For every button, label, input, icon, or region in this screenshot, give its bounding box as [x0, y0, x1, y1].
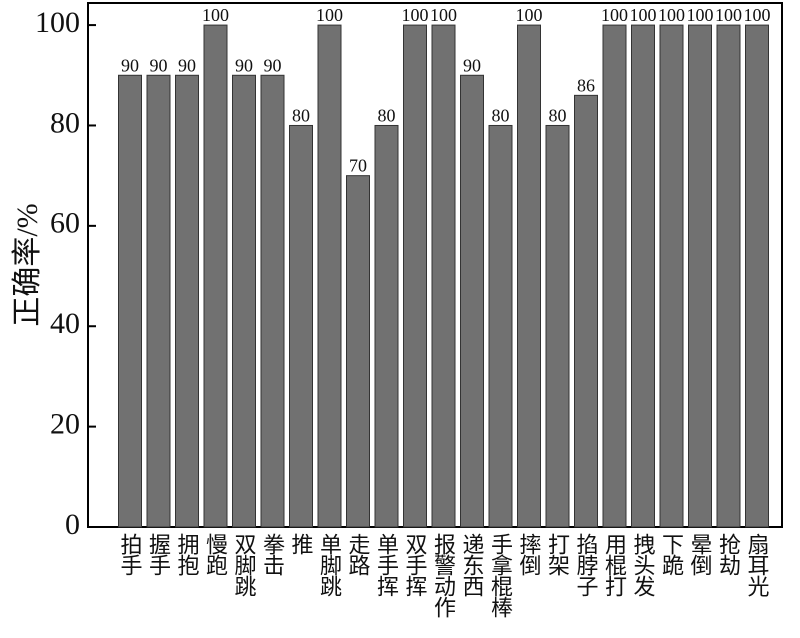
bar: [431, 24, 456, 528]
bar: [716, 24, 741, 528]
x-tick-label: 双脚跳: [232, 533, 257, 597]
value-label: 86: [577, 75, 595, 95]
x-tick-label: 手拿棍棒: [488, 533, 513, 618]
y-tick-label: 60: [50, 207, 80, 240]
value-label: 90: [264, 55, 282, 75]
bar: [659, 24, 684, 528]
x-tick-label: 晕倒: [688, 533, 713, 576]
bar: [146, 74, 171, 528]
value-label: 100: [601, 5, 628, 25]
y-axis-label: 正确率/%: [11, 203, 44, 326]
y-tick-label: 40: [50, 307, 80, 340]
x-tick-label: 用棍打: [602, 533, 627, 597]
x-tick-label: 单手挥: [374, 533, 399, 597]
value-label: 100: [715, 5, 742, 25]
value-label: 90: [121, 55, 139, 75]
x-tick-label: 走路: [346, 533, 371, 576]
value-label: 100: [402, 5, 429, 25]
y-tick-label: 100: [35, 6, 80, 39]
x-tick-label: 双手挥: [403, 533, 428, 597]
bar: [289, 124, 313, 528]
bar: [631, 24, 655, 528]
value-label: 90: [463, 55, 481, 75]
x-tick-label: 抢劫: [716, 533, 741, 576]
value-label: 70: [349, 156, 367, 176]
value-label: 90: [150, 55, 168, 75]
y-tick-label: 0: [65, 508, 80, 541]
value-label: 90: [178, 55, 196, 75]
bar: [403, 24, 427, 528]
y-tick-label: 80: [50, 106, 80, 139]
bar: [232, 74, 256, 528]
bar: [517, 24, 541, 528]
value-label: 100: [316, 5, 343, 25]
bar: [460, 74, 484, 528]
bar: [118, 74, 142, 528]
value-label: 80: [292, 105, 310, 125]
value-label: 100: [516, 5, 543, 25]
bar: [203, 24, 228, 528]
bar: [260, 74, 285, 528]
x-tick-label: 拽头发: [631, 533, 656, 597]
value-label: 100: [744, 5, 771, 25]
x-tick-label: 单脚跳: [317, 533, 342, 597]
value-label: 100: [687, 5, 714, 25]
x-tick-label: 握手: [146, 533, 171, 576]
value-label: 90: [235, 55, 253, 75]
bar: [574, 94, 598, 528]
x-tick-label: 拍手: [118, 533, 143, 576]
x-tick-label: 打架: [545, 533, 570, 576]
x-tick-label: 掐脖子: [574, 533, 599, 597]
bar: [374, 124, 399, 528]
y-tick-label: 20: [50, 408, 80, 441]
x-tick-label: 扇耳光: [745, 533, 770, 597]
value-label: 100: [630, 5, 657, 25]
bar: [688, 24, 712, 528]
bar: [317, 24, 342, 528]
bar: [745, 24, 769, 528]
x-tick-label: 慢跑: [203, 533, 228, 576]
value-label: 100: [430, 5, 457, 25]
value-label: 100: [658, 5, 685, 25]
value-label: 80: [549, 105, 567, 125]
x-tick-label: 拳击: [260, 533, 285, 576]
x-tick-label: 报警动作: [431, 533, 456, 618]
x-tick-label: 推: [289, 533, 314, 555]
bar: [545, 124, 570, 528]
bar: [175, 74, 199, 528]
bar: [346, 175, 370, 528]
x-tick-label: 摔倒: [517, 533, 542, 576]
value-label: 100: [202, 5, 229, 25]
value-label: 80: [378, 105, 396, 125]
value-label: 80: [492, 105, 510, 125]
bar: [602, 24, 627, 528]
x-tick-label: 拥抱: [175, 533, 200, 576]
bar: [488, 124, 513, 528]
x-tick-label: 下跪: [659, 533, 684, 576]
x-tick-label: 递东西: [460, 533, 485, 597]
